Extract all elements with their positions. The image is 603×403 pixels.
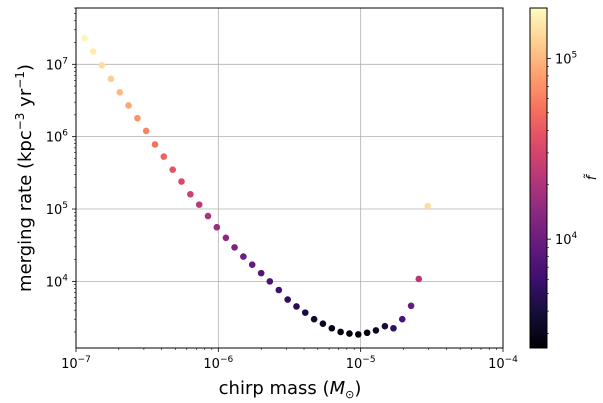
data-point <box>266 278 274 285</box>
data-point <box>98 61 106 69</box>
data-points <box>81 34 432 338</box>
x-tick-label: 10−5 <box>346 355 376 372</box>
data-point <box>116 89 124 96</box>
data-point <box>301 309 309 316</box>
plot-frame <box>75 7 504 349</box>
data-point <box>337 328 344 336</box>
data-point <box>125 102 132 109</box>
colorbar-tick-label: 104 <box>555 231 578 248</box>
data-point <box>213 223 221 231</box>
data-point <box>381 322 389 330</box>
data-point <box>178 178 185 185</box>
data-point <box>310 315 318 323</box>
data-point <box>248 261 256 268</box>
x-tick-label: 10−4 <box>488 355 518 372</box>
colorbar-ticks: 104 105 <box>547 50 578 334</box>
plot-area: 10−7 10−6 10−5 10−4 104 105 106 107 <box>46 7 518 372</box>
y-tick-label: 107 <box>46 56 68 73</box>
colorbar-tick-label: 105 <box>555 50 577 67</box>
y-axis-label: merging rate (kpc−3 yr−1) <box>13 64 36 292</box>
data-point <box>319 320 327 328</box>
data-point <box>222 234 230 242</box>
data-point <box>151 141 159 148</box>
data-point <box>240 253 247 260</box>
data-point <box>328 324 336 332</box>
data-point <box>293 303 300 310</box>
colorbar-gradient <box>529 7 548 349</box>
data-point <box>169 166 177 173</box>
data-point <box>372 327 380 334</box>
colorbar: 104 105 f̃ <box>529 7 600 349</box>
data-point <box>142 127 150 135</box>
data-point <box>257 269 265 277</box>
y-axis-ticks: 104 105 106 107 <box>46 7 76 333</box>
y-tick-label: 104 <box>46 273 69 290</box>
data-point <box>187 190 194 198</box>
data-point <box>407 302 415 310</box>
data-point <box>354 331 362 338</box>
data-point <box>390 324 397 332</box>
data-point <box>346 330 353 337</box>
x-tick-label: 10−6 <box>203 355 233 372</box>
data-point <box>134 114 141 122</box>
data-point <box>231 244 238 251</box>
y-tick-label: 105 <box>46 201 68 218</box>
data-point <box>363 329 371 337</box>
data-point <box>424 202 432 210</box>
x-tick-label: 10−7 <box>61 355 91 372</box>
x-axis-ticks: 10−7 10−6 10−5 10−4 <box>61 348 518 372</box>
data-point <box>275 286 283 294</box>
data-point <box>160 153 168 160</box>
data-point <box>195 201 203 208</box>
colorbar-label: f̃ <box>585 173 600 180</box>
data-point <box>204 212 212 220</box>
y-tick-label: 106 <box>46 129 69 146</box>
data-point <box>415 275 423 283</box>
data-point <box>398 315 406 323</box>
data-point <box>89 48 97 55</box>
x-axis-label: chirp mass (M⊙) <box>219 378 362 401</box>
data-point <box>284 296 291 303</box>
data-point <box>81 34 88 42</box>
data-point <box>107 75 115 83</box>
